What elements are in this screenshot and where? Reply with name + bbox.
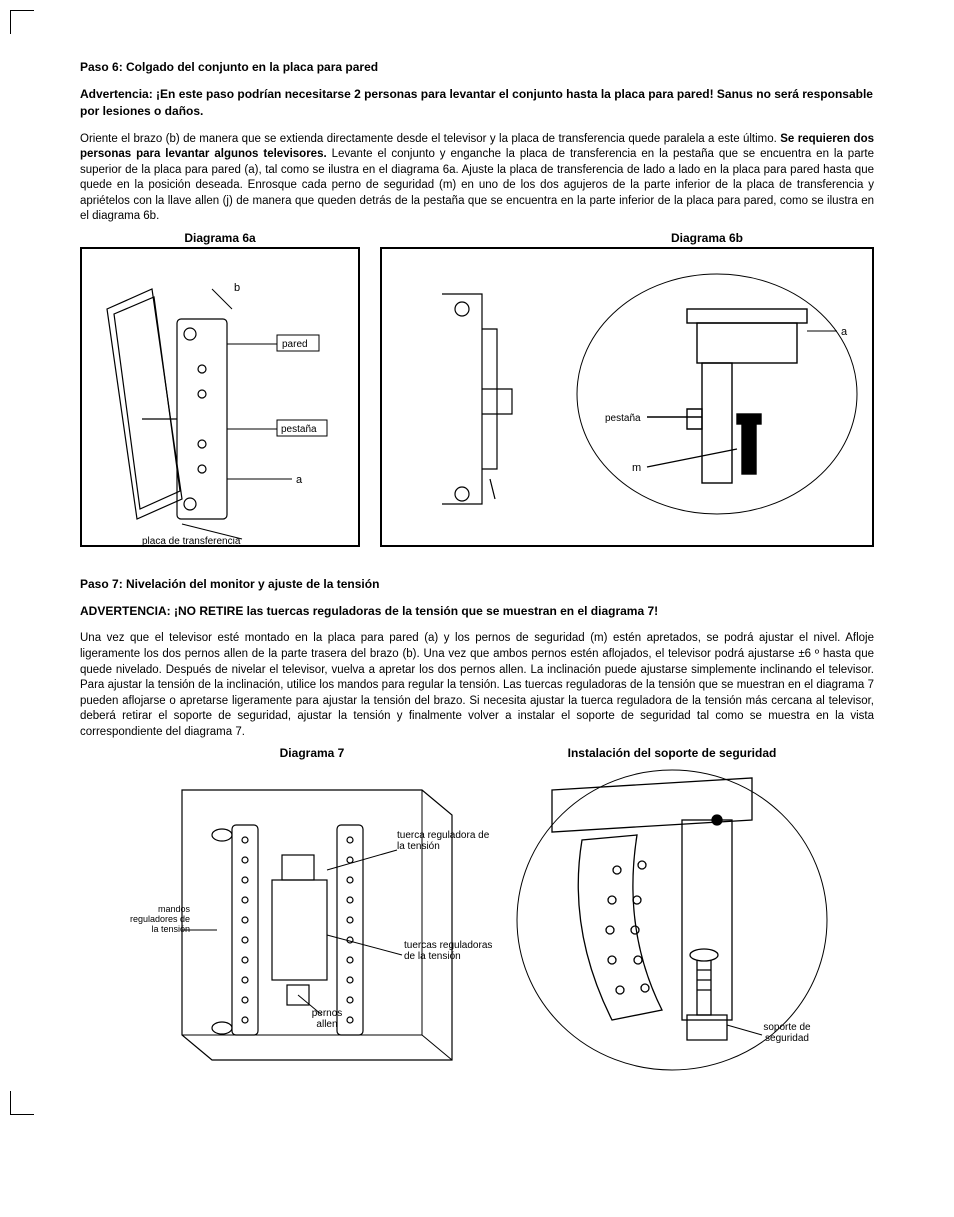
lbl-m: m [632, 462, 641, 474]
lbl-tuerca-sing: tuerca reguladora de la tensión [397, 830, 497, 852]
step6-para-a: Oriente el brazo (b) de manera que se ex… [80, 133, 777, 145]
lbl-mandos: mandos reguladores de la tensión [128, 905, 190, 935]
step6-warning: Advertencia: ¡En este paso podrían neces… [80, 86, 874, 120]
diagram7-row: Diagrama 7 [80, 746, 874, 1085]
lbl-pernos: pernos allen [302, 1008, 352, 1030]
lbl-a-6b: a [841, 326, 848, 338]
diagram-safety: soporte de seguridad [512, 760, 832, 1080]
step6-para: Oriente el brazo (b) de manera que se ex… [80, 132, 874, 225]
lbl-pared: pared [282, 339, 308, 350]
step6-heading: Paso 6: Colgado del conjunto en la placa… [80, 60, 874, 74]
step7-heading: Paso 7: Nivelación del monitor y ajuste … [80, 577, 874, 591]
crop-mark-bl [10, 1091, 34, 1115]
diagram-6a: b pared pestaña a placa de transferencia [80, 247, 360, 547]
lbl-a-6a: a [296, 474, 303, 486]
safety-title: Instalación del soporte de seguridad [512, 746, 832, 760]
d6a-title: Diagrama 6a [80, 231, 360, 245]
lbl-pestana-b: pestaña [605, 413, 641, 424]
diagram-6b: a pestaña m [380, 247, 874, 547]
crop-mark-tl [10, 10, 34, 34]
lbl-tuercas-pl: tuercas reguladoras de la tensión [404, 940, 502, 962]
step7-para: Una vez que el televisor esté montado en… [80, 631, 874, 740]
d6b-title: Diagrama 6b [540, 231, 874, 245]
d7-title: Diagrama 7 [122, 746, 502, 760]
diagram-7: tuerca reguladora de la tensión tuercas … [122, 760, 502, 1080]
diagram6-row: Diagrama 6a [80, 231, 874, 547]
lbl-soporte: soporte de seguridad [752, 1022, 822, 1044]
step7-warning: ADVERTENCIA: ¡NO RETIRE las tuercas regu… [80, 603, 874, 620]
lbl-placa: placa de transferencia [142, 536, 241, 547]
lbl-pestana-a: pestaña [281, 424, 317, 435]
lbl-b: b [234, 282, 240, 294]
